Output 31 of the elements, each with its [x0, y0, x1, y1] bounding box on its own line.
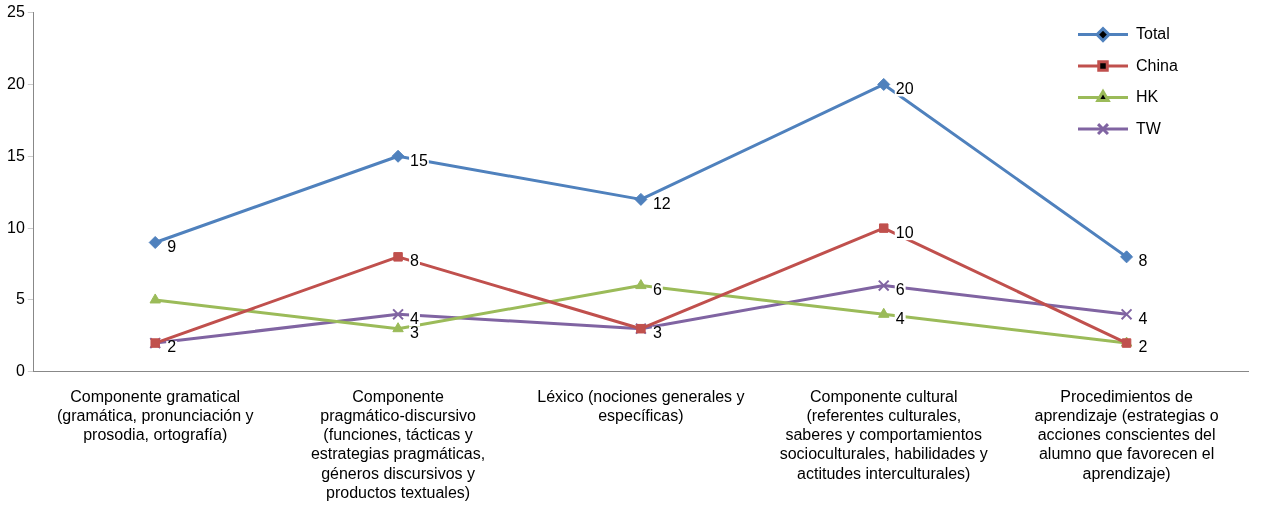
y-tick-label: 0	[15, 362, 25, 380]
y-tick-label: 5	[15, 290, 25, 308]
data-label: 6	[895, 281, 905, 298]
data-label: 2	[167, 338, 177, 356]
x-tick-label: Léxico (nociones generales y específicas)	[537, 387, 745, 425]
y-tick-label: 10	[7, 218, 25, 236]
x-tick-label: Componente gramatical (gramática, pronunciación y prosodia, ortografía)	[56, 387, 254, 444]
y-tick-label: 20	[7, 74, 25, 92]
x-tick-label: Componente cultural (referentes culturales, saberes y comportamientos socioculturales, habilidades y actitudes interculturales)	[779, 387, 988, 482]
data-label: 10	[895, 223, 914, 241]
data-label: 4	[895, 309, 905, 327]
y-tick-label: 25	[7, 3, 25, 21]
data-label: 3	[652, 324, 662, 342]
legend-label: Total	[1136, 25, 1170, 43]
legend-label: China	[1136, 56, 1178, 74]
data-label: 6	[652, 281, 662, 298]
data-label: 8	[1138, 252, 1148, 270]
y-tick-label: 15	[7, 146, 25, 164]
legend-label: HK	[1136, 88, 1159, 106]
data-label: 4	[1138, 309, 1148, 327]
data-label: 15	[410, 151, 428, 169]
data-label: 9	[167, 237, 177, 255]
data-label: 12	[652, 194, 671, 212]
data-label: 20	[895, 79, 914, 97]
data-label: 2	[1138, 338, 1148, 356]
data-label: 8	[410, 252, 420, 270]
legend-label: TW	[1136, 119, 1162, 137]
data-label: 4	[410, 309, 420, 327]
x-tick-label: Procedimientos de aprendizaje (estrategias o acciones conscientes del alumno que favorecen el aprendizaje)	[1034, 387, 1219, 482]
data-label: 3	[410, 324, 420, 342]
x-tick-label: Componente pragmático-discursivo (funciones, tácticas y estrategias pragmáticas, géneros discursivos y productos textuales)	[310, 387, 486, 501]
